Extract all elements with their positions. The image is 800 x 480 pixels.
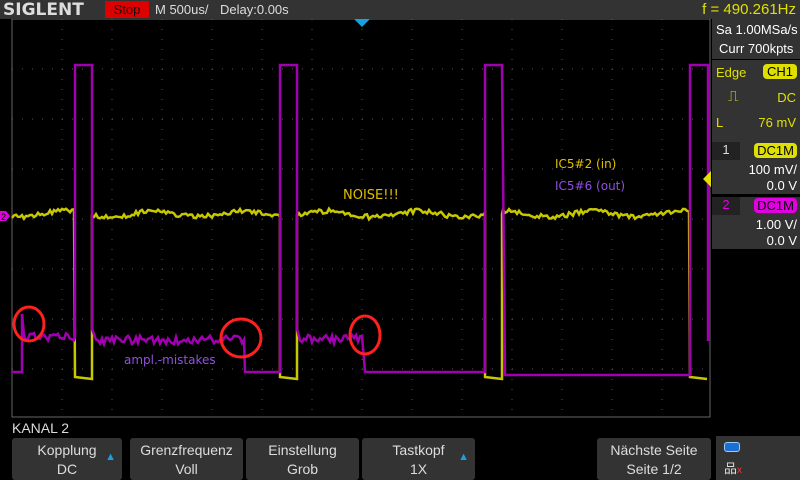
svg-text:2: 2 — [1, 212, 6, 222]
frequency-readout: f = 490.261Hz — [702, 1, 796, 18]
trigger-level-label: L — [716, 115, 723, 130]
arrow-up-icon: ▲ — [105, 448, 116, 467]
softkey-grenzfrequenz[interactable]: Grenzfrequenz Voll — [130, 438, 243, 480]
ch1-number: 1 — [712, 142, 740, 160]
rising-edge-icon: ⎍ — [728, 88, 739, 105]
softkey-nächste-seite[interactable]: Nächste Seite Seite 1/2 — [597, 438, 711, 480]
trigger-level: 76 mV — [758, 115, 796, 130]
run-stop-indicator[interactable]: Stop — [105, 1, 149, 18]
softkey-value: Grob — [246, 460, 359, 479]
timebase[interactable]: M 500us/ — [155, 2, 208, 17]
ch2-scale: 1.00 V/ — [756, 217, 797, 232]
top-bar: SIGLENT Stop M 500us/ Delay:0.00s f = 49… — [0, 0, 800, 19]
ch1-annotation: IC5#2 (in) — [555, 157, 616, 171]
softkey-value: Seite 1/2 — [597, 460, 711, 479]
mistakes-annotation: ampl.-mistakes — [124, 353, 216, 367]
softkey-label: Grenzfrequenz — [130, 441, 243, 460]
ch2-annotation: IC5#6 (out) — [555, 179, 625, 193]
ch1-offset: 0.0 V — [767, 178, 797, 193]
memory-depth: Curr 700kpts — [719, 41, 793, 56]
sample-rate: Sa 1.00MSa/s — [716, 22, 798, 37]
ch2-trace — [12, 65, 708, 375]
ch2-number: 2 — [712, 197, 740, 215]
delay[interactable]: Delay:0.00s — [220, 2, 289, 17]
ch1-coupling: DC1M — [754, 143, 797, 158]
trigger-position-marker — [354, 19, 370, 27]
softkey-label: Nächste Seite — [597, 441, 711, 460]
error-circles — [14, 307, 380, 357]
softkey-einstellung[interactable]: Einstellung Grob — [246, 438, 359, 480]
ch2-panel[interactable]: 2 DC1M 1.00 V/ 0.0 V — [712, 197, 800, 249]
trigger-panel[interactable]: Edge CH1 ⎍ DC L 76 mV — [712, 60, 800, 152]
trigger-coupling: DC — [777, 90, 796, 105]
softkey-label: Einstellung — [246, 441, 359, 460]
ch1-panel[interactable]: 1 DC1M 100 mV/ 0.0 V — [712, 142, 800, 194]
network-disconnected-icon: 品x — [724, 458, 742, 477]
ch2-coupling: DC1M — [754, 198, 797, 213]
ch1-scale: 100 mV/ — [749, 162, 797, 177]
softkey-value: Voll — [130, 460, 243, 479]
menu-title: KANAL 2 — [12, 420, 69, 436]
side-panel: Sa 1.00MSa/s Curr 700kpts Edge CH1 ⎍ DC … — [711, 19, 800, 419]
usb-icon — [724, 442, 740, 452]
trigger-source[interactable]: CH1 — [763, 64, 797, 79]
softkey-tastkopf[interactable]: Tastkopf 1X ▲ — [362, 438, 475, 480]
trigger-type: Edge — [716, 65, 746, 80]
softkey-kopplung[interactable]: Kopplung DC ▲ — [12, 438, 122, 480]
waveform-display: 2 NOISE!!! IC5#2 (in) IC5#6 (out) ampl.-… — [0, 19, 711, 419]
noise-annotation: NOISE!!! — [343, 188, 399, 203]
ch2-marker: 2 — [0, 211, 10, 222]
ch2-offset: 0.0 V — [767, 233, 797, 248]
brand-logo: SIGLENT — [3, 0, 84, 20]
status-area: 品x — [716, 436, 800, 480]
arrow-up-icon: ▲ — [458, 448, 469, 467]
